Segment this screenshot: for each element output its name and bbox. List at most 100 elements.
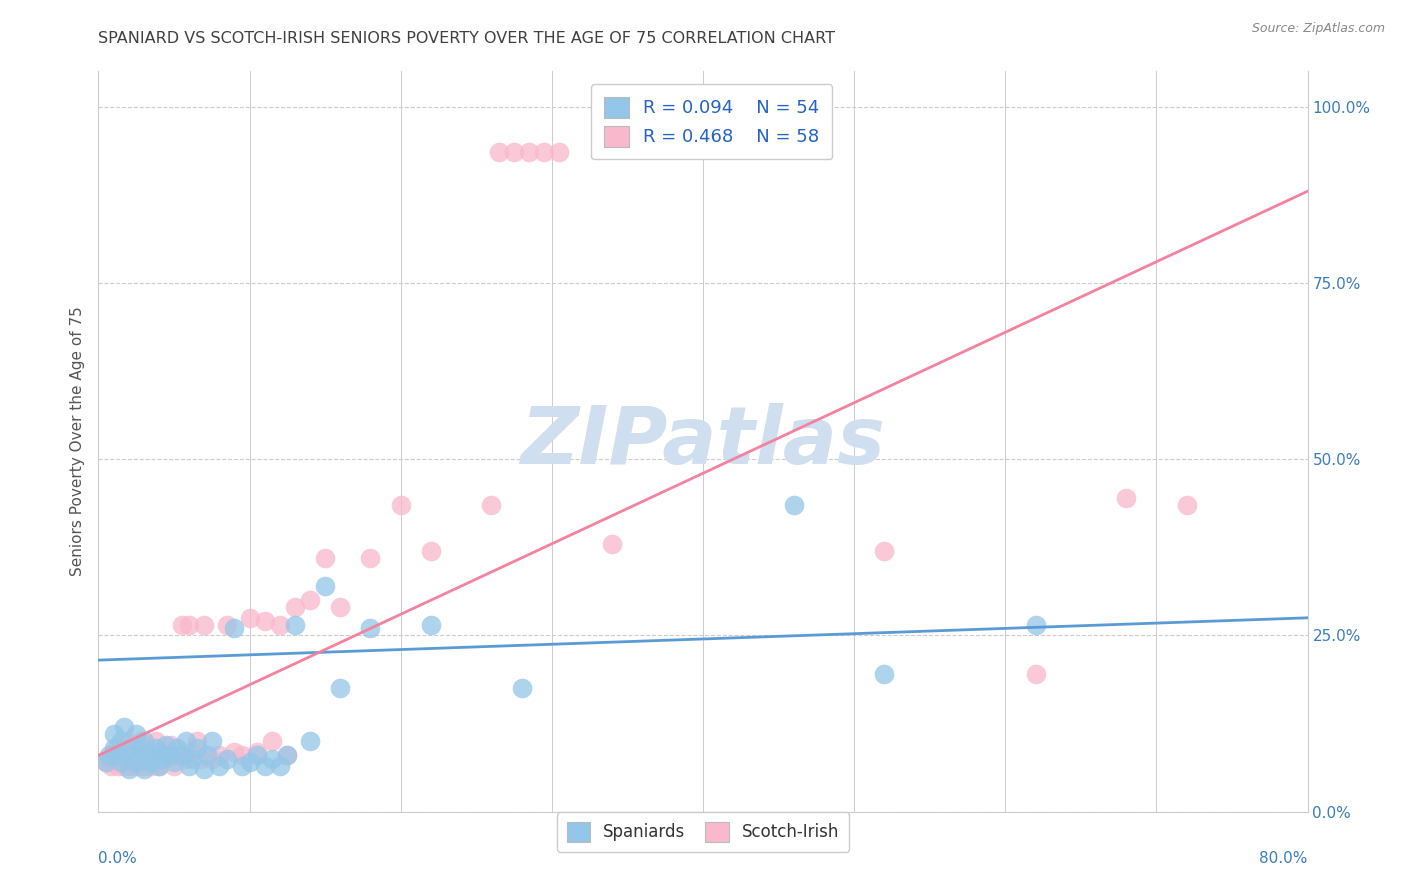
Point [110, 756, 132, 770]
Point [170, 748, 193, 763]
Point [128, 752, 150, 766]
Point [118, 763, 141, 777]
Point [118, 741, 141, 756]
Point [121, 748, 143, 763]
Point [98, 752, 121, 766]
Point [94, 756, 117, 770]
Point [163, 759, 186, 773]
Point [510, 681, 533, 696]
Point [112, 720, 135, 734]
Point [181, 752, 204, 766]
Point [174, 752, 197, 766]
Point [215, 752, 238, 766]
Point [174, 734, 197, 748]
Point [186, 741, 208, 756]
Point [360, 621, 382, 635]
Point [314, 550, 336, 565]
Point [148, 759, 170, 773]
Point [125, 756, 148, 770]
Point [121, 748, 143, 763]
Point [329, 600, 352, 615]
Text: ZIPatlas: ZIPatlas [520, 402, 886, 481]
Point [132, 759, 155, 773]
Point [129, 741, 152, 756]
Point [548, 145, 571, 160]
Point [246, 748, 269, 763]
Text: 0.0%: 0.0% [98, 851, 138, 865]
Point [141, 759, 163, 773]
Point [231, 759, 253, 773]
Point [239, 611, 262, 625]
Point [262, 734, 284, 748]
Point [103, 748, 125, 763]
Point [100, 759, 122, 773]
Y-axis label: Seniors Poverty Over the Age of 75: Seniors Poverty Over the Age of 75 [69, 307, 84, 576]
Point [166, 748, 188, 763]
Point [105, 748, 128, 763]
Point [110, 734, 132, 748]
Point [262, 752, 284, 766]
Point [163, 756, 186, 770]
Legend: Spaniards, Scotch-Irish: Spaniards, Scotch-Irish [557, 813, 849, 852]
Point [103, 727, 125, 741]
Point [150, 752, 173, 766]
Point [314, 579, 336, 593]
Point [125, 727, 148, 741]
Point [103, 741, 125, 756]
Point [1175, 498, 1198, 512]
Text: Source: ZipAtlas.com: Source: ZipAtlas.com [1251, 22, 1385, 36]
Point [170, 618, 193, 632]
Point [107, 759, 129, 773]
Point [239, 756, 262, 770]
Point [122, 741, 145, 756]
Point [153, 752, 176, 766]
Point [132, 763, 155, 777]
Point [98, 748, 121, 763]
Text: 80.0%: 80.0% [1260, 851, 1308, 865]
Point [136, 752, 159, 766]
Point [125, 759, 148, 773]
Point [1024, 667, 1046, 681]
Point [873, 667, 896, 681]
Point [195, 748, 218, 763]
Point [155, 738, 177, 752]
Point [299, 734, 322, 748]
Point [148, 759, 170, 773]
Point [112, 759, 135, 773]
Point [276, 748, 298, 763]
Point [179, 759, 201, 773]
Point [253, 615, 276, 629]
Point [190, 752, 212, 766]
Point [105, 741, 128, 756]
Point [110, 752, 132, 766]
Point [602, 537, 624, 551]
Point [215, 618, 238, 632]
Point [166, 741, 188, 756]
Point [503, 145, 526, 160]
Point [201, 734, 224, 748]
Point [201, 752, 224, 766]
Point [160, 738, 183, 752]
Point [135, 748, 157, 763]
Point [132, 734, 155, 748]
Point [148, 745, 170, 759]
Point [150, 748, 173, 763]
Point [208, 759, 231, 773]
Text: SPANIARD VS SCOTCH-IRISH SENIORS POVERTY OVER THE AGE OF 75 CORRELATION CHART: SPANIARD VS SCOTCH-IRISH SENIORS POVERTY… [98, 31, 835, 46]
Point [420, 618, 443, 632]
Point [517, 145, 540, 160]
Point [145, 741, 167, 756]
Point [488, 145, 510, 160]
Point [420, 544, 443, 558]
Point [129, 734, 152, 748]
Point [269, 618, 291, 632]
Point [179, 618, 201, 632]
Point [389, 498, 412, 512]
Point [329, 681, 352, 696]
Point [284, 618, 307, 632]
Point [1115, 491, 1137, 505]
Point [481, 498, 503, 512]
Point [231, 748, 253, 763]
Point [160, 748, 183, 763]
Point [181, 745, 204, 759]
